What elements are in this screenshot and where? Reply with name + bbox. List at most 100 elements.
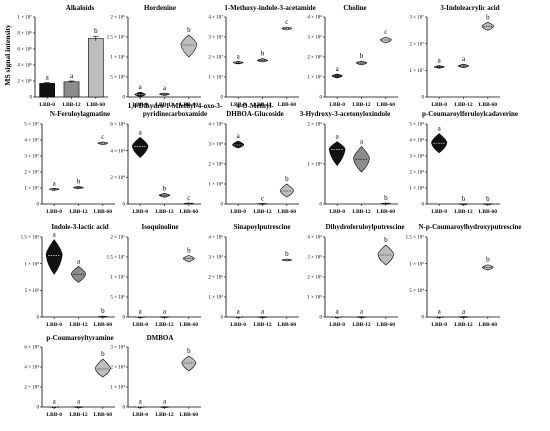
significance-letter: c: [187, 194, 190, 202]
x-tick-label: LBB-60: [94, 322, 113, 328]
x-tick-label: LBB-0: [46, 209, 62, 215]
y-tick-label: 1.5 × 10⁵: [406, 235, 425, 241]
panel-title: 1,4-Dihydro-1-Mfethyl-4-oxo-3-: [128, 102, 223, 110]
significance-letter: a: [46, 74, 50, 82]
violin-LBB-60: [181, 355, 197, 372]
x-tick-label: LBB-0: [431, 322, 447, 328]
significance-letter: a: [77, 257, 81, 265]
x-tick-label: LBB-60: [278, 102, 297, 108]
y-tick-label: 1 × 10⁷: [409, 68, 424, 74]
panel-indoleacrylic: 3-Indoleacrylic acid 0 1 × 10⁷ 2 × 10⁷ 3 × 1…: [409, 4, 500, 108]
significance-letter: b: [261, 50, 265, 58]
x-tick-label: LBB-12: [69, 322, 88, 328]
significance-letter: b: [486, 13, 490, 21]
y-tick-label: 2 × 10⁵: [307, 275, 322, 281]
panel-title: N-p-Coumaroylhydroxyputrescine: [418, 223, 521, 231]
y-tick-label: 5 × 10⁴: [409, 288, 424, 294]
significance-letter: c: [384, 28, 387, 36]
y-tick-label: 0: [422, 203, 425, 208]
panel-title: DMBOA: [147, 334, 174, 342]
significance-letter: b: [285, 175, 289, 183]
y-tick-label: 0: [37, 406, 40, 411]
significance-letter: b: [187, 246, 191, 254]
x-tick-label: LBB-60: [278, 322, 297, 328]
x-tick-label: LBB-12: [69, 412, 88, 418]
y-tick-label: 3 × 10⁷: [409, 15, 424, 21]
y-tick-label: 1 × 10⁶: [110, 55, 125, 61]
panel-title: p-Coumaroyltyramine: [46, 334, 113, 342]
significance-letter: a: [53, 179, 57, 187]
x-tick-label: LBB-60: [377, 322, 396, 328]
violin-LBB-0: [328, 141, 346, 167]
bar-LBB-0: [39, 83, 56, 98]
significance-letter: a: [163, 308, 167, 316]
significance-letter: b: [187, 347, 191, 355]
violin-LBB-60: [95, 358, 111, 378]
x-tick-label: LBB-0: [46, 322, 62, 328]
panel-title: p-Coumaroylferuloylcadaverine: [422, 110, 518, 118]
significance-letter: a: [462, 308, 466, 316]
y-tick-label: 2 × 10⁴: [110, 175, 125, 181]
y-tick-label: 2 × 10⁴: [208, 162, 223, 168]
panel-title: Isoquinoline: [142, 223, 179, 231]
panel-sinapoyl: Sinapoylputrescine 0 1 × 10⁶ 2 × 10⁶ 3 × 10⁶…: [208, 223, 299, 328]
significance-letter: a: [53, 231, 57, 239]
y-tick-label: 5 × 10⁷: [24, 122, 39, 128]
x-tick-label: LBB-60: [479, 209, 498, 215]
significance-letter: b: [486, 256, 490, 264]
significance-letter: a: [261, 308, 265, 316]
x-tick-label: LBB-0: [132, 322, 148, 328]
x-tick-label: LBB-60: [278, 209, 297, 215]
y-tick-label: 2 × 10⁷: [24, 170, 39, 176]
panel-title: Dihydroferuloylputrescine: [325, 223, 404, 231]
y-tick-label: 4 × 10⁶: [17, 63, 32, 69]
y-tick-label: 1 × 10⁷: [17, 15, 32, 21]
x-tick-label: LBB-60: [94, 412, 113, 418]
x-tick-label: LBB-60: [479, 102, 498, 108]
y-tick-label: 2 × 10⁶: [17, 79, 32, 85]
y-tick-label: 1 × 10⁷: [24, 186, 39, 192]
significance-letter: b: [360, 52, 364, 60]
y-tick-label: 0: [320, 96, 323, 101]
x-tick-label: LBB-12: [155, 209, 174, 215]
x-tick-label: LBB-60: [180, 412, 199, 418]
y-tick-label: 0: [37, 316, 40, 321]
panel-lactic: Indole-3-lactic acid 0 5 × 10³ 1 × 10⁴ 1.5 ×…: [21, 223, 115, 328]
significance-letter: b: [101, 350, 105, 358]
violin-LBB-60: [481, 22, 494, 31]
y-tick-label: 1 × 10⁶: [208, 295, 223, 301]
significance-letter: a: [336, 65, 340, 73]
x-tick-label: LBB-60: [180, 209, 199, 215]
y-tick-label: 4 × 10⁶: [208, 235, 223, 241]
x-tick-label: LBB-12: [454, 102, 473, 108]
significance-letter: b: [384, 236, 388, 244]
y-tick-label: 2 × 10⁴: [307, 122, 322, 128]
y-tick-label: 3 × 10⁶: [208, 255, 223, 261]
y-tick-label: 5 × 10³: [25, 288, 40, 294]
significance-letter: b: [384, 194, 388, 202]
significance-letter: a: [77, 398, 81, 406]
y-tick-label: 0: [221, 316, 224, 321]
significance-letter: a: [438, 308, 442, 316]
significance-letter: a: [438, 125, 442, 133]
significance-letter: b: [77, 177, 81, 185]
y-tick-label: 6 × 10⁴: [110, 122, 125, 128]
y-tick-label: 3 × 10⁴: [409, 154, 424, 160]
significance-letter: a: [139, 128, 143, 136]
y-tick-label: 1 × 10⁴: [307, 162, 322, 168]
panel-title: 1-Methoxy-indole-3-acetamide: [224, 4, 315, 12]
x-tick-label: LBB-0: [46, 412, 62, 418]
y-tick-label: 0: [123, 316, 126, 321]
y-tick-label: 5 × 10⁵: [110, 75, 125, 81]
significance-letter: a: [360, 137, 364, 145]
y-tick-label: 6 × 10⁴: [24, 345, 39, 351]
y-tick-label: 2 × 10⁴: [409, 170, 424, 176]
x-tick-label: LBB-12: [454, 322, 473, 328]
y-tick-label: 3 × 10⁵: [307, 255, 322, 261]
violin-LBB-0: [132, 136, 149, 158]
significance-letter: c: [261, 194, 264, 202]
significance-letter: a: [237, 308, 241, 316]
x-tick-label: LBB-0: [431, 102, 447, 108]
x-tick-label: LBB-0: [132, 102, 148, 108]
